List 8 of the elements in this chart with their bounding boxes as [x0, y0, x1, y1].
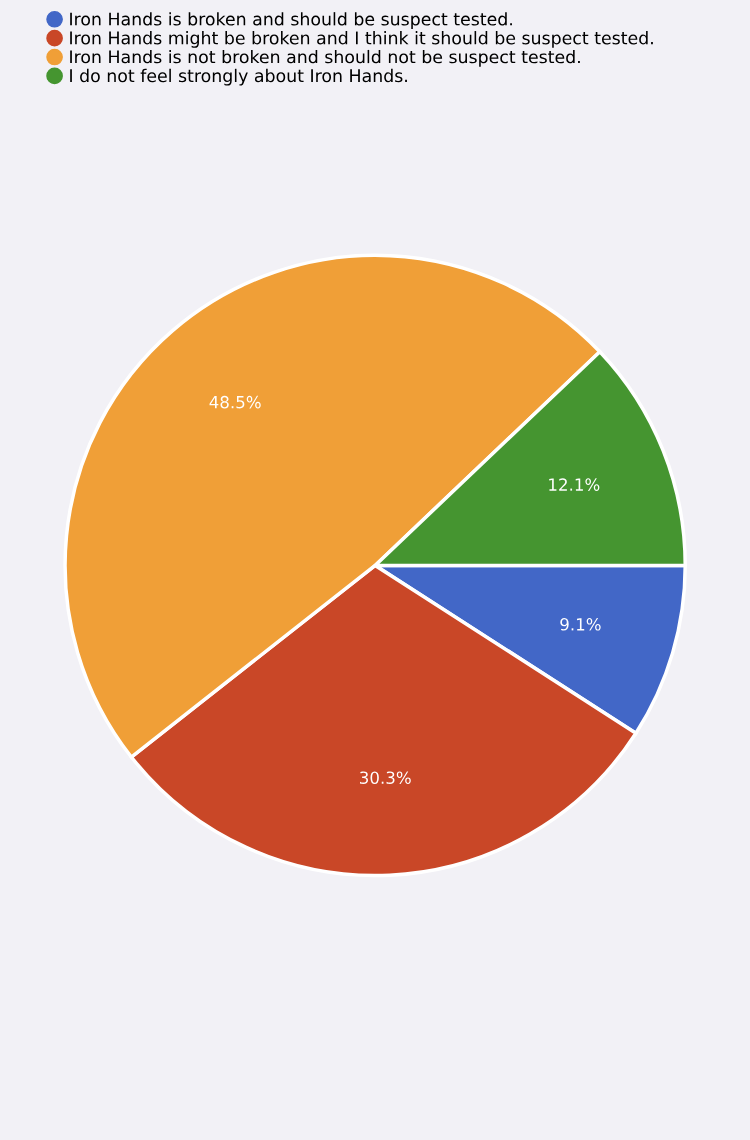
data-label: 12.1%: [549, 478, 600, 491]
data-label: 48.5%: [209, 395, 261, 409]
legend-label: Iron Hands might be broken and I think it should be suspect tested.: [70, 31, 653, 48]
legend-label: Iron Hands is broken and should be suspect tested.: [70, 12, 512, 29]
legend-label: Iron Hands is not broken and should not be suspect tested.: [70, 49, 580, 67]
legend-label: I do not feel strongly about Iron Hands.: [70, 68, 407, 86]
data-label: 30.3%: [360, 771, 411, 784]
data-label: 9.1%: [560, 618, 601, 631]
